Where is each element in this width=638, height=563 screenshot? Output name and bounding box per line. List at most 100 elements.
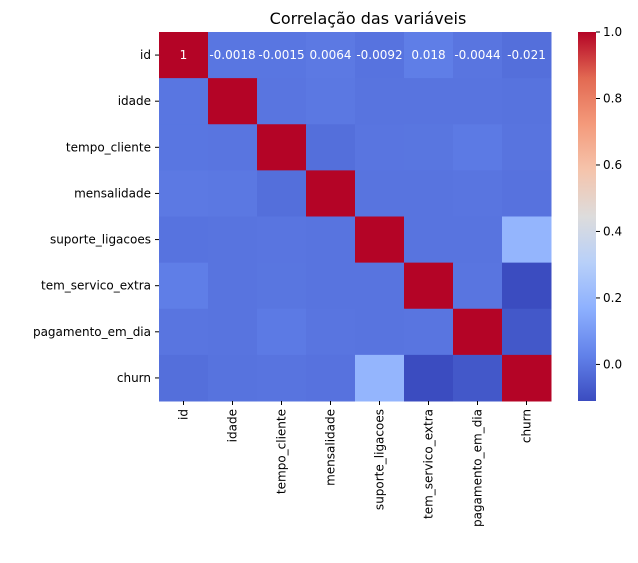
heatmap-cell-suporte_ligacoes-suporte_ligacoes	[355, 216, 405, 264]
heatmap-cell-mensalidade-id	[159, 170, 209, 217]
y-tick-label: suporte_ligacoes	[50, 233, 151, 247]
heatmap-cell-id-suporte_ligacoes	[355, 32, 405, 79]
x-tick-label: tem_servico_extra	[422, 409, 436, 519]
heatmap-cell-tem_servico_extra-churn	[502, 262, 552, 310]
heatmap-cell-tem_servico_extra-id	[159, 262, 209, 310]
heatmap-cell-tem_servico_extra-idade	[208, 262, 258, 310]
heatmap-cell-churn-id	[159, 354, 209, 402]
heatmap-cell-tempo_cliente-idade	[208, 124, 258, 171]
heatmap-cell-id-idade	[208, 32, 258, 79]
x-tick-labels: id idade tempo_cliente mensalidade suporte_l…	[177, 401, 534, 527]
heatmap-cell-tem_servico_extra-suporte_ligacoes	[355, 262, 405, 310]
heatmap-cell-tempo_cliente-tempo_cliente	[257, 124, 307, 171]
cell-annotation: -0.0092	[356, 48, 402, 62]
colorbar-tick-label: 0.6	[603, 158, 622, 172]
heatmap-cell-tempo_cliente-id	[159, 124, 209, 171]
y-tick-label: tempo_cliente	[66, 140, 151, 154]
heatmap-cell-tem_servico_extra-tem_servico_extra	[404, 262, 454, 310]
heatmap-cell-mensalidade-suporte_ligacoes	[355, 170, 405, 217]
heatmap-cell-id-id	[159, 32, 209, 79]
colorbar-tick-label: 0.2	[603, 291, 622, 305]
heatmap-cell-tem_servico_extra-pagamento_em_dia	[453, 262, 503, 310]
heatmap-cell-pagamento_em_dia-churn	[502, 308, 552, 356]
heatmap-cell-idade-tempo_cliente	[257, 78, 307, 125]
heatmap-cell-suporte_ligacoes-tem_servico_extra	[404, 216, 454, 264]
heatmap-cell-tempo_cliente-suporte_ligacoes	[355, 124, 405, 171]
heatmap-cell-suporte_ligacoes-id	[159, 216, 209, 264]
heatmap-cell-tem_servico_extra-tempo_cliente	[257, 262, 307, 310]
x-tick-label: idade	[226, 409, 240, 442]
cell-annotation: -0.0018	[209, 48, 255, 62]
heatmap-cell-idade-id	[159, 78, 209, 125]
heatmap-cell-churn-idade	[208, 354, 258, 402]
heatmap-cell-mensalidade-pagamento_em_dia	[453, 170, 503, 217]
heatmap-cell-tem_servico_extra-mensalidade	[306, 262, 356, 310]
colorbar-tick-label: 0.0	[603, 357, 622, 371]
cell-annotation: 0.0064	[310, 48, 352, 62]
y-tick-label: tem_servico_extra	[41, 279, 151, 293]
y-tick-label: pagamento_em_dia	[33, 325, 151, 339]
x-tick-label: id	[177, 409, 191, 420]
heatmap-cell-idade-pagamento_em_dia	[453, 78, 503, 125]
heatmap-cell-id-mensalidade	[306, 32, 356, 79]
heatmap-cell-churn-pagamento_em_dia	[453, 354, 503, 402]
heatmap-cell-idade-suporte_ligacoes	[355, 78, 405, 125]
cell-annotation: -0.0044	[454, 48, 500, 62]
heatmap-cell-mensalidade-churn	[502, 170, 552, 217]
cell-annotation: 1	[180, 48, 188, 62]
heatmap-cell-pagamento_em_dia-id	[159, 308, 209, 356]
heatmap-cell-churn-tem_servico_extra	[404, 354, 454, 402]
cell-annotation: -0.0015	[258, 48, 304, 62]
heatmap-cell-pagamento_em_dia-tem_servico_extra	[404, 308, 454, 356]
colorbar: 0.0 0.2 0.4 0.6 0.8 1.0	[578, 25, 622, 401]
x-tick-label: pagamento_em_dia	[471, 409, 485, 527]
heatmap-cell-id-pagamento_em_dia	[453, 32, 503, 79]
colorbar-tick-label: 0.4	[603, 224, 622, 238]
heatmap-cell-churn-mensalidade	[306, 354, 356, 402]
heatmap-cell-tempo_cliente-tem_servico_extra	[404, 124, 454, 171]
heatmap-cell-id-churn	[502, 32, 552, 79]
y-tick-label: churn	[117, 371, 151, 385]
colorbar-tick-label: 1.0	[603, 25, 622, 39]
heatmap-cell-pagamento_em_dia-suporte_ligacoes	[355, 308, 405, 356]
heatmap-cell-id-tempo_cliente	[257, 32, 307, 79]
y-tick-label: id	[140, 48, 151, 62]
heatmap-cell-churn-suporte_ligacoes	[355, 354, 405, 402]
x-tick-label: tempo_cliente	[275, 409, 289, 494]
colorbar-gradient	[578, 32, 596, 401]
heatmap-cell-tempo_cliente-mensalidade	[306, 124, 356, 171]
heatmap-cell-idade-tem_servico_extra	[404, 78, 454, 125]
heatmap-cell-mensalidade-tem_servico_extra	[404, 170, 454, 217]
y-tick-labels: id idade tempo_cliente mensalidade suporte_l…	[33, 48, 159, 385]
cell-annotation: -0.021	[507, 48, 546, 62]
heatmap-cell-idade-churn	[502, 78, 552, 125]
heatmap-cell-suporte_ligacoes-idade	[208, 216, 258, 264]
heatmap-cell-id-tem_servico_extra	[404, 32, 454, 79]
y-tick-label: mensalidade	[74, 186, 151, 200]
heatmap-cell-suporte_ligacoes-pagamento_em_dia	[453, 216, 503, 264]
heatmap-cell-suporte_ligacoes-mensalidade	[306, 216, 356, 264]
heatmap-cell-pagamento_em_dia-pagamento_em_dia	[453, 308, 503, 356]
x-tick-label: churn	[520, 409, 534, 443]
cell-annotations: 1 -0.0018 -0.0015 0.0064 -0.0092 0.018 -0.0044…	[180, 48, 546, 62]
heatmap-cell-mensalidade-mensalidade	[306, 170, 356, 217]
heatmap-cell-suporte_ligacoes-tempo_cliente	[257, 216, 307, 264]
heatmap-cells	[159, 32, 552, 402]
x-tick-label: mensalidade	[324, 409, 338, 486]
cell-annotation: 0.018	[411, 48, 445, 62]
x-tick-label: suporte_ligacoes	[373, 409, 387, 510]
heatmap-cell-pagamento_em_dia-idade	[208, 308, 258, 356]
colorbar-tick-label: 0.8	[603, 91, 622, 105]
heatmap-cell-pagamento_em_dia-tempo_cliente	[257, 308, 307, 356]
heatmap-cell-idade-idade	[208, 78, 258, 125]
heatmap-cell-churn-churn	[502, 354, 552, 402]
heatmap-cell-mensalidade-tempo_cliente	[257, 170, 307, 217]
heatmap-cell-tempo_cliente-churn	[502, 124, 552, 171]
heatmap-cell-pagamento_em_dia-mensalidade	[306, 308, 356, 356]
heatmap-cell-mensalidade-idade	[208, 170, 258, 217]
heatmap-cell-suporte_ligacoes-churn	[502, 216, 552, 264]
heatmap-cell-churn-tempo_cliente	[257, 354, 307, 402]
chart-title: Correlação das variáveis	[270, 9, 467, 28]
